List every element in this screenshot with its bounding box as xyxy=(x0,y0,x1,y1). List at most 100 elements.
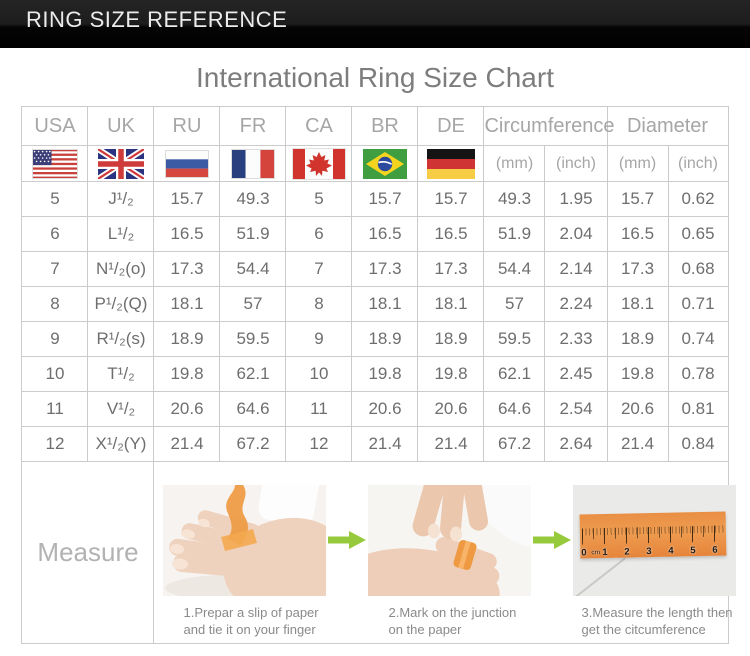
unit-header-diameter-mm: (mm) xyxy=(606,145,669,182)
ruler-label: 3 xyxy=(646,545,653,557)
cell-de: 20.6 xyxy=(417,391,485,427)
col-header-ru: RU xyxy=(153,106,221,146)
cell-circ_mm: 62.1 xyxy=(483,356,546,392)
measure-step-3: 0 cm 1 2 3 4 5 6 3.Measure the length then get … xyxy=(573,484,737,639)
cell-ru: 16.5 xyxy=(153,216,221,252)
measure-steps: 1.Prepar a slip of paper and tie it on y… xyxy=(154,467,737,639)
cell-dia_inch: 0.62 xyxy=(667,181,729,217)
cell-ca: 6 xyxy=(285,216,353,252)
cell-br: 21.4 xyxy=(351,426,419,462)
col-header-fr: FR xyxy=(219,106,287,146)
cell-de: 19.8 xyxy=(417,356,485,392)
cell-circ_mm: 54.4 xyxy=(483,251,546,287)
ruler-label: 1 xyxy=(602,546,609,558)
table-row: 6 L¹/₂ 16.5 51.9 6 16.5 16.5 51.9 2.04 16.5 0.65 xyxy=(21,216,729,252)
ruler-measure-photo: 0 cm 1 2 3 4 5 6 xyxy=(573,484,737,596)
hand-with-paper-strip-photo xyxy=(163,484,327,596)
ca-flag-icon xyxy=(285,145,353,182)
cell-ru: 15.7 xyxy=(153,181,221,217)
cell-ca: 8 xyxy=(285,286,353,322)
header-title: RING SIZE REFERENCE xyxy=(26,7,288,32)
column-header-row: USA UK RU FR CA BR DE Circumference Diam… xyxy=(21,106,729,146)
table-row: 10 T¹/₂ 19.8 62.1 10 19.8 19.8 62.1 2.45 19.8 0.78 xyxy=(21,356,729,392)
cell-usa: 8 xyxy=(21,286,89,322)
cell-ca: 7 xyxy=(285,251,353,287)
col-header-diameter: Diameter xyxy=(606,106,729,146)
ring-size-table: USA UK RU FR CA BR DE Circumference Diam… xyxy=(21,106,737,644)
green-right-arrow-icon xyxy=(533,530,572,555)
table-row: 9 R¹/₂(s) 18.9 59.5 9 18.9 18.9 59.5 2.33 18.9 0.7… xyxy=(21,321,729,357)
cell-usa: 5 xyxy=(21,181,89,217)
cell-ru: 19.8 xyxy=(153,356,221,392)
ruler-label: 0 xyxy=(581,547,588,559)
cell-dia_inch: 0.74 xyxy=(667,321,729,357)
cell-usa: 10 xyxy=(21,356,89,392)
cell-circ_inch: 2.24 xyxy=(544,286,608,322)
cell-ru: 18.9 xyxy=(153,321,221,357)
cell-br: 20.6 xyxy=(351,391,419,427)
ruler-label: 4 xyxy=(668,545,675,557)
green-right-arrow-icon xyxy=(328,530,367,555)
usa-flag-icon xyxy=(21,145,89,182)
cell-circ_inch: 2.33 xyxy=(544,321,608,357)
fr-flag-icon xyxy=(219,145,287,182)
table-row: 7 N¹/₂(o) 17.3 54.4 7 17.3 17.3 54.4 2.14 17.3 0.6… xyxy=(21,251,729,287)
cell-ca: 9 xyxy=(285,321,353,357)
cell-dia_mm: 21.4 xyxy=(606,426,669,462)
cell-dia_mm: 18.1 xyxy=(606,286,669,322)
ruler-label: 5 xyxy=(690,544,697,556)
cell-circ_inch: 2.64 xyxy=(544,426,608,462)
ruler-ticks xyxy=(582,525,725,545)
cell-dia_mm: 17.3 xyxy=(606,251,669,287)
br-flag-icon xyxy=(351,145,419,182)
cell-circ_mm: 51.9 xyxy=(483,216,546,252)
cell-dia_mm: 20.6 xyxy=(606,391,669,427)
col-header-uk: UK xyxy=(87,106,155,146)
table-body: 5 J¹/₂ 15.7 49.3 5 15.7 15.7 49.3 1.95 15.7 0.62 6 L… xyxy=(21,181,729,462)
cell-uk: V¹/₂ xyxy=(87,391,155,427)
ruler-label: 6 xyxy=(712,544,719,556)
cell-dia_inch: 0.84 xyxy=(667,426,729,462)
cell-de: 21.4 xyxy=(417,426,485,462)
cell-fr: 62.1 xyxy=(219,356,287,392)
cell-uk: J¹/₂ xyxy=(87,181,155,217)
cell-br: 16.5 xyxy=(351,216,419,252)
ru-flag-icon xyxy=(153,145,221,182)
cell-fr: 49.3 xyxy=(219,181,287,217)
table-row: 11 V¹/₂ 20.6 64.6 11 20.6 20.6 64.6 2.54 20.6 0.81 xyxy=(21,391,729,427)
cell-circ_mm: 57 xyxy=(483,286,546,322)
measure-label: Measure xyxy=(21,461,155,644)
unit-header-circumference-inch: (inch) xyxy=(544,145,608,182)
ruler-label: cm xyxy=(591,548,601,556)
unit-header-diameter-inch: (inch) xyxy=(667,145,729,182)
cell-fr: 59.5 xyxy=(219,321,287,357)
col-header-ca: CA xyxy=(285,106,353,146)
flag-unit-row: (mm) (inch) (mm) (inch) xyxy=(21,145,729,182)
cell-fr: 67.2 xyxy=(219,426,287,462)
ruler-label: 2 xyxy=(624,546,631,558)
cell-de: 16.5 xyxy=(417,216,485,252)
cell-ca: 5 xyxy=(285,181,353,217)
cell-usa: 11 xyxy=(21,391,89,427)
cell-fr: 51.9 xyxy=(219,216,287,252)
table-row: 12 X¹/₂(Y) 21.4 67.2 12 21.4 21.4 67.2 2.64 21.4 0… xyxy=(21,426,729,462)
unit-header-circumference-mm: (mm) xyxy=(483,145,546,182)
ruler-numbers: 0 cm 1 2 3 4 5 6 xyxy=(580,511,726,558)
cell-ru: 17.3 xyxy=(153,251,221,287)
cell-uk: R¹/₂(s) xyxy=(87,321,155,357)
cell-circ_inch: 2.45 xyxy=(544,356,608,392)
cell-fr: 54.4 xyxy=(219,251,287,287)
cell-dia_mm: 18.9 xyxy=(606,321,669,357)
paper-ruler-strip: 0 cm 1 2 3 4 5 6 xyxy=(580,511,727,559)
measure-step-2-caption: 2.Mark on the junction on the paper xyxy=(388,604,517,637)
cell-circ_mm: 49.3 xyxy=(483,181,546,217)
cell-ru: 20.6 xyxy=(153,391,221,427)
cell-circ_mm: 59.5 xyxy=(483,321,546,357)
cell-usa: 9 xyxy=(21,321,89,357)
cell-uk: X¹/₂(Y) xyxy=(87,426,155,462)
cell-ca: 10 xyxy=(285,356,353,392)
cell-ru: 18.1 xyxy=(153,286,221,322)
cell-circ_inch: 1.95 xyxy=(544,181,608,217)
cell-de: 18.1 xyxy=(417,286,485,322)
